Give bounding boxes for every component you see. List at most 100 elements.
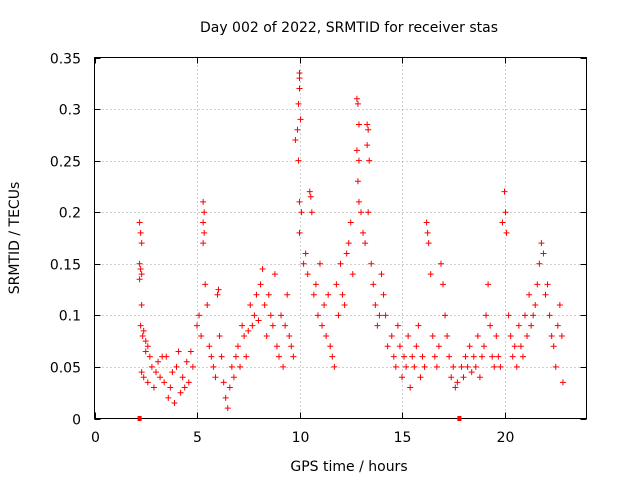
data-point xyxy=(206,343,213,350)
data-point xyxy=(241,332,248,339)
data-point xyxy=(345,240,352,247)
data-point xyxy=(198,332,205,339)
data-point xyxy=(138,302,145,309)
data-point xyxy=(355,198,362,205)
data-point xyxy=(247,302,254,309)
data-point xyxy=(228,363,235,370)
data-point xyxy=(476,374,483,381)
data-point xyxy=(139,332,146,339)
y-tick-label: 0.05 xyxy=(50,361,81,377)
data-point xyxy=(548,332,555,339)
data-point xyxy=(526,291,533,298)
data-point xyxy=(259,265,266,272)
data-point xyxy=(542,291,549,298)
data-point xyxy=(171,400,178,407)
data-point xyxy=(296,198,303,205)
plot-frame xyxy=(94,57,587,419)
data-point xyxy=(360,229,367,236)
data-point xyxy=(528,322,535,329)
data-point xyxy=(189,363,196,370)
data-point xyxy=(321,302,328,309)
data-point xyxy=(294,126,301,133)
chart-title: Day 002 of 2022, SRMTID for receiver sta… xyxy=(200,20,498,36)
data-point xyxy=(559,379,566,386)
axis-markers xyxy=(137,416,462,421)
y-axis-label: SRMTID / TECUs xyxy=(7,182,23,295)
x-tick-label: 20 xyxy=(497,430,515,446)
data-point xyxy=(415,322,422,329)
data-point xyxy=(308,209,315,216)
data-point xyxy=(491,363,498,370)
data-point xyxy=(487,322,494,329)
data-point xyxy=(466,343,473,350)
data-point xyxy=(472,363,479,370)
data-point xyxy=(138,369,145,376)
data-point xyxy=(358,209,364,216)
data-point xyxy=(388,332,395,339)
data-point xyxy=(530,312,537,319)
data-point xyxy=(220,379,227,386)
data-point xyxy=(137,229,144,236)
data-point xyxy=(319,322,326,329)
data-point xyxy=(200,240,207,247)
data-point xyxy=(394,322,401,329)
data-point xyxy=(286,332,293,339)
data-point xyxy=(458,363,465,370)
data-point xyxy=(148,363,155,370)
data-point xyxy=(554,322,561,329)
data-point xyxy=(355,157,362,164)
data-point xyxy=(169,369,176,376)
data-point xyxy=(200,198,207,205)
data-point xyxy=(137,265,144,272)
data-point xyxy=(396,343,403,350)
data-point xyxy=(450,363,457,370)
data-point xyxy=(296,69,303,76)
data-point xyxy=(251,312,258,319)
data-point xyxy=(444,332,451,339)
data-point xyxy=(314,312,321,319)
data-point xyxy=(196,312,203,319)
y-tick-label: 0 xyxy=(72,413,81,429)
data-point xyxy=(401,353,408,360)
data-point xyxy=(327,343,334,350)
data-point xyxy=(556,302,563,309)
data-point xyxy=(540,250,547,257)
data-point xyxy=(483,312,490,319)
data-point xyxy=(489,353,496,360)
data-point xyxy=(263,332,270,339)
data-point xyxy=(485,281,492,288)
data-point xyxy=(515,322,522,329)
data-point xyxy=(419,353,426,360)
data-point xyxy=(269,322,276,329)
data-point xyxy=(218,353,225,360)
data-point xyxy=(511,343,518,350)
data-point xyxy=(146,353,153,360)
axis-marker xyxy=(457,416,462,421)
data-point xyxy=(454,379,461,386)
data-point xyxy=(407,384,414,391)
data-point xyxy=(405,332,412,339)
data-point xyxy=(153,369,159,376)
data-point xyxy=(138,271,145,278)
data-point xyxy=(423,219,430,226)
data-point xyxy=(354,100,361,107)
y-tick-label: 0.1 xyxy=(59,309,81,325)
data-point xyxy=(364,121,371,128)
x-tick-label: 0 xyxy=(91,430,100,446)
data-point xyxy=(493,332,500,339)
data-point xyxy=(413,343,420,350)
data-point xyxy=(243,353,250,360)
data-point xyxy=(524,332,531,339)
data-point xyxy=(253,291,260,298)
data-point xyxy=(544,281,551,288)
data-point xyxy=(212,374,219,381)
data-point xyxy=(282,322,289,329)
data-point xyxy=(349,271,356,278)
data-point xyxy=(202,281,209,288)
y-tick-label: 0.3 xyxy=(59,103,81,119)
data-point xyxy=(478,353,485,360)
data-point xyxy=(519,353,526,360)
data-point xyxy=(296,75,303,82)
data-point xyxy=(142,338,149,345)
